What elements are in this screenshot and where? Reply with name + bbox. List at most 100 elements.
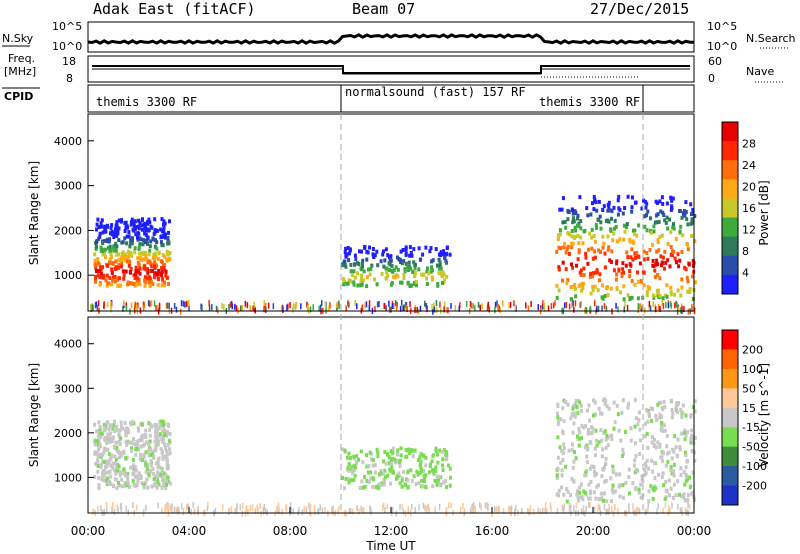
clutter-cell (684, 507, 686, 514)
freq-series-line (92, 65, 690, 74)
scatter-cell (120, 484, 124, 489)
scatter-cell (125, 442, 129, 447)
clutter-cell (487, 503, 489, 510)
scatter-cell (605, 433, 609, 438)
scatter-cell (144, 233, 148, 237)
scatter-cell (673, 434, 677, 439)
scatter-cell (416, 458, 420, 463)
scatter-cell (160, 437, 164, 442)
scatter-cell (636, 296, 640, 301)
scatter-cell (662, 423, 666, 428)
scatter-cell (154, 448, 158, 453)
scatter-cell (638, 261, 642, 266)
clutter-cell (574, 300, 577, 307)
scatter-cell (586, 428, 590, 432)
clutter-cell (382, 504, 384, 511)
colorbar-tick-label: 50 (742, 382, 756, 395)
scatter-cell (379, 259, 383, 264)
scatter-cell (602, 204, 606, 209)
scatter-cell (678, 447, 682, 452)
scatter-cell (142, 482, 146, 487)
clutter-cell (427, 503, 429, 510)
clutter-cell (282, 306, 284, 313)
scatter-cell (99, 435, 103, 440)
scatter-cell (119, 420, 123, 425)
scatter-cell (588, 231, 592, 236)
clutter-cell (603, 303, 606, 310)
scatter-cell (627, 467, 631, 472)
scatter-cell (129, 266, 133, 271)
scatter-cell (684, 465, 688, 470)
scatter-cell (576, 257, 580, 262)
scatter-cell (398, 257, 402, 262)
clutter-cell (111, 507, 113, 514)
clutter-cell (318, 305, 320, 312)
scatter-cell (106, 447, 110, 452)
scatter-cell (571, 404, 575, 409)
scatter-cell (106, 263, 110, 268)
scatter-cell (99, 245, 103, 250)
scatter-cell (420, 272, 424, 277)
scatter-cell (666, 459, 670, 464)
scatter-cell (147, 421, 151, 426)
scatter-cell (353, 262, 356, 267)
scatter-cell (136, 441, 140, 446)
clutter-cell (356, 505, 358, 511)
clutter-cell (542, 507, 544, 514)
scatter-cell (617, 484, 621, 489)
clutter-cell (494, 506, 496, 513)
scatter-cell (407, 268, 410, 272)
scatter-cell (157, 439, 161, 444)
clutter-cell (582, 509, 584, 516)
clutter-cell (356, 303, 358, 310)
scatter-cell (656, 273, 660, 277)
nsky-tick-top: 10^5 (52, 20, 82, 33)
scatter-cell (597, 497, 601, 502)
clutter-cell (439, 301, 441, 308)
scatter-cell (658, 442, 662, 447)
scatter-cell (621, 261, 625, 266)
clutter-cell (647, 502, 650, 509)
scatter-cell (127, 234, 131, 239)
clutter-cell (637, 306, 639, 313)
scatter-cell (689, 428, 693, 433)
scatter-cell (349, 262, 353, 267)
scatter-cell (592, 195, 596, 199)
scatter-cell (135, 483, 139, 487)
scatter-cell (387, 261, 391, 266)
clutter-cell (241, 304, 244, 311)
clutter-cell (135, 504, 138, 511)
scatter-cell (165, 249, 169, 254)
clutter-cell (383, 303, 385, 309)
scatter-cell (148, 248, 152, 253)
scatter-cell (149, 447, 153, 452)
clutter-cell (426, 507, 428, 514)
scatter-cell (669, 207, 673, 212)
scatter-cell (613, 218, 617, 223)
colorbar-tick-label: 100 (742, 363, 763, 376)
clutter-cell (230, 506, 233, 513)
scatter-cell (118, 276, 121, 281)
scatter-cell (661, 471, 665, 476)
scatter-cell (373, 253, 377, 258)
scatter-cell (665, 444, 669, 449)
colorbar-swatch (722, 160, 738, 180)
scatter-cell (680, 277, 684, 282)
scatter-cell (399, 260, 403, 264)
scatter-cell (375, 484, 379, 489)
power-panel (90, 194, 697, 315)
scatter-cell (369, 266, 373, 271)
scatter-cell (148, 280, 151, 285)
scatter-cell (662, 483, 666, 488)
scatter-cell (594, 438, 598, 443)
scatter-cell (155, 478, 159, 483)
scatter-cell (399, 249, 403, 254)
scatter-cell (580, 482, 583, 487)
clutter-cell (389, 306, 391, 313)
clutter-cell (470, 507, 473, 514)
colorbar-swatch (722, 388, 738, 409)
scatter-cell (598, 214, 602, 219)
scatter-cell (164, 455, 168, 459)
clutter-cell (465, 300, 468, 307)
scatter-cell (621, 267, 625, 272)
